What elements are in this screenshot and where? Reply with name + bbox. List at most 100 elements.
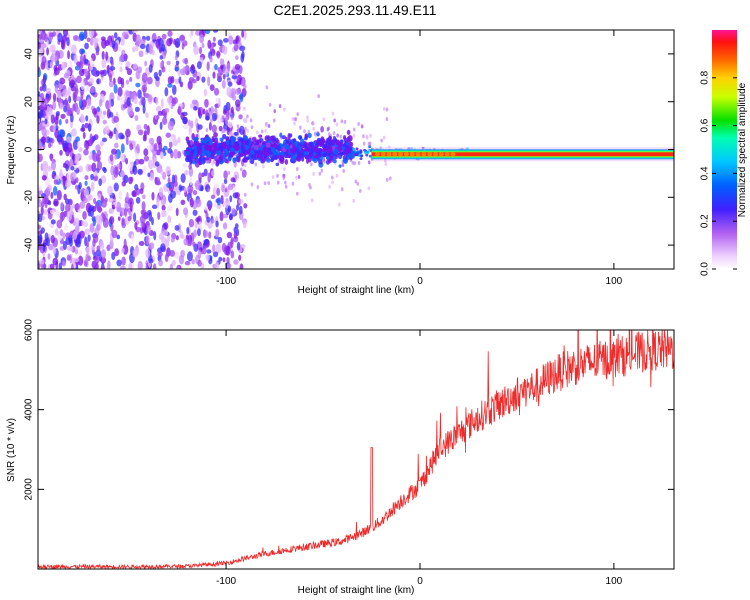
spectrogram-cell (300, 148, 305, 153)
spectrogram-cell (337, 145, 343, 152)
spectrogram-cell (210, 152, 215, 160)
spectrogram-cell (356, 181, 360, 186)
spectrogram-cell (213, 87, 220, 96)
spectrogram-cell (134, 183, 139, 191)
spectrogram-cell (82, 131, 86, 139)
spectrogram-cell (61, 260, 66, 267)
spectrogram-cell (209, 55, 213, 63)
spectrogram-cell (331, 175, 334, 180)
spectrogram-cell (194, 146, 198, 151)
spectrogram-cell (238, 138, 243, 143)
spectrogram-cell (212, 30, 219, 33)
spectrogram-cell (95, 70, 100, 77)
spectrogram-cell (117, 95, 121, 101)
spectrogram-x-axis-label: Height of straight line (km) (298, 285, 415, 296)
spectrogram-cell (216, 72, 222, 79)
spectrogram-cell (320, 125, 324, 133)
spectrogram-cell (189, 177, 193, 186)
spectrogram-cell (146, 224, 152, 234)
spectrogram-cell (234, 63, 241, 70)
spectrogram-cell (238, 254, 242, 261)
spectrogram-cell (296, 112, 299, 117)
spectrogram-cell (323, 143, 328, 149)
spectrogram-cell (120, 152, 125, 162)
spectrogram-x-tick-label: -100 (216, 276, 236, 287)
spectrogram-line-band (371, 152, 674, 157)
spectrogram-cell (120, 97, 124, 107)
spectrogram-cell (131, 190, 137, 197)
spectrogram-cell (91, 162, 97, 173)
spectrogram-cell (322, 157, 326, 162)
spectrogram-cell (60, 113, 66, 119)
spectrogram-cell (117, 86, 123, 97)
spectrogram-cell (40, 30, 47, 41)
spectrogram-cell (84, 180, 88, 186)
snr-x-tick-label: 0 (417, 576, 423, 587)
spectrogram-cell (352, 127, 356, 132)
spectrogram-cell (227, 170, 231, 175)
spectrogram-cell (103, 167, 107, 174)
spectrogram-cell (242, 117, 248, 123)
spectrogram-cell (72, 230, 78, 240)
spectrogram-cell (50, 160, 57, 171)
spectrogram-cell (38, 111, 43, 118)
spectrogram-cell (45, 87, 52, 94)
spectrogram-cell (74, 203, 80, 211)
spectrogram-cell (198, 221, 202, 230)
spectrogram-cell (346, 148, 351, 153)
spectrogram-cell (362, 141, 366, 146)
spectrogram-cell (175, 60, 180, 66)
spectrogram-cell (239, 263, 244, 269)
spectrogram-cell (65, 236, 71, 246)
spectrogram-cell (341, 163, 345, 168)
spectrogram-cell (256, 185, 260, 190)
spectrogram-cell (214, 63, 218, 71)
spectrogram-cell (42, 263, 47, 269)
spectrogram-cell (38, 234, 43, 245)
spectrogram-cell (197, 249, 202, 259)
spectrogram-cell (222, 116, 225, 121)
spectrogram-cell (165, 132, 172, 138)
spectrogram-cell (197, 107, 201, 117)
spectrogram-cell (219, 64, 224, 70)
spectrogram-cell (134, 221, 138, 230)
spectrogram-cell (196, 228, 201, 237)
spectrogram-cell (151, 191, 155, 201)
spectrogram-cell (215, 97, 220, 104)
spectrogram-cell (332, 131, 336, 136)
spectrogram-cell (281, 135, 286, 140)
spectrogram-cell (139, 43, 146, 50)
spectrogram-cell (147, 209, 152, 216)
spectrogram-cell (109, 154, 114, 162)
spectrogram-cell (60, 201, 64, 211)
spectrogram-y-tick-label: 40 (24, 48, 35, 60)
spectrogram-cell (224, 116, 229, 126)
spectrogram-cell (202, 156, 206, 164)
spectrogram-cell (226, 256, 230, 264)
spectrogram-cell (158, 69, 162, 77)
spectrogram-cell (145, 35, 151, 41)
spectrogram-cell (106, 64, 110, 75)
spectrogram-cell (46, 47, 50, 56)
spectrogram-cell (242, 220, 247, 229)
spectrogram-cell (173, 148, 179, 159)
spectrogram-cell (87, 234, 91, 242)
spectrogram-cell (211, 124, 217, 134)
spectrogram-cell (167, 83, 173, 88)
spectrogram-cell (243, 106, 246, 111)
spectrogram-cell (69, 158, 74, 167)
spectrogram-cell (231, 138, 235, 143)
spectrogram-cell (74, 83, 78, 93)
spectrogram-cell (190, 64, 195, 71)
spectrogram-cell (220, 146, 224, 152)
spectrogram-cell (213, 132, 218, 138)
spectrogram-cell (121, 247, 125, 254)
spectrogram-cell (385, 107, 389, 112)
spectrogram-cell (243, 203, 248, 209)
spectrogram-cell (101, 137, 108, 143)
spectrogram-cell (148, 242, 155, 250)
spectrogram-cell (234, 150, 238, 154)
spectrogram-cell (232, 39, 238, 45)
spectrogram-cell (87, 164, 93, 172)
spectrogram-cell (60, 39, 65, 50)
